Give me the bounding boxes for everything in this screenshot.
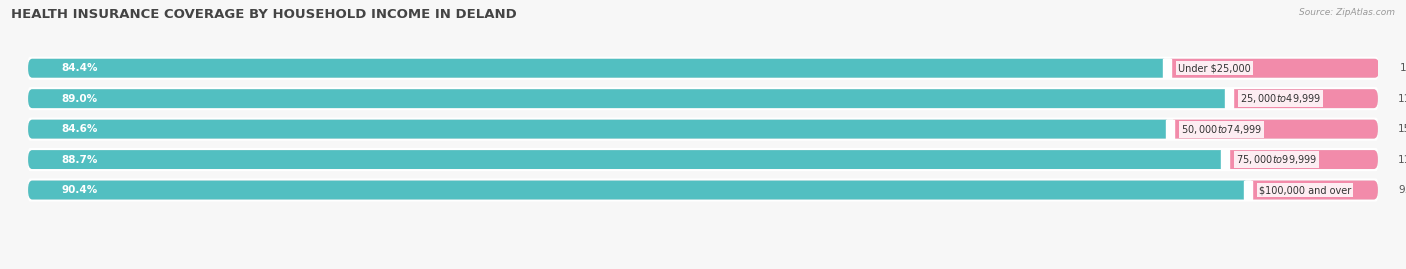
- FancyBboxPatch shape: [1226, 150, 1378, 169]
- FancyBboxPatch shape: [1229, 89, 1378, 108]
- FancyBboxPatch shape: [28, 120, 1378, 139]
- Text: $100,000 and over: $100,000 and over: [1260, 185, 1351, 195]
- Text: $75,000 to $99,999: $75,000 to $99,999: [1236, 153, 1317, 166]
- Text: 84.4%: 84.4%: [62, 63, 98, 73]
- FancyBboxPatch shape: [28, 150, 1226, 169]
- FancyBboxPatch shape: [28, 59, 1378, 78]
- FancyBboxPatch shape: [28, 180, 1378, 200]
- Text: $25,000 to $49,999: $25,000 to $49,999: [1240, 92, 1322, 105]
- FancyBboxPatch shape: [1167, 59, 1379, 78]
- Text: HEALTH INSURANCE COVERAGE BY HOUSEHOLD INCOME IN DELAND: HEALTH INSURANCE COVERAGE BY HOUSEHOLD I…: [11, 8, 517, 21]
- Text: 15.7%: 15.7%: [1399, 63, 1406, 73]
- FancyBboxPatch shape: [28, 59, 1167, 78]
- Text: 84.6%: 84.6%: [62, 124, 98, 134]
- Text: Under $25,000: Under $25,000: [1178, 63, 1251, 73]
- FancyBboxPatch shape: [1170, 120, 1378, 139]
- FancyBboxPatch shape: [28, 57, 1378, 80]
- FancyBboxPatch shape: [28, 150, 1378, 169]
- FancyBboxPatch shape: [1249, 180, 1378, 200]
- FancyBboxPatch shape: [28, 89, 1229, 108]
- FancyBboxPatch shape: [28, 148, 1378, 171]
- FancyBboxPatch shape: [28, 120, 1170, 139]
- FancyBboxPatch shape: [28, 89, 1378, 108]
- Text: 11.0%: 11.0%: [1398, 94, 1406, 104]
- FancyBboxPatch shape: [28, 87, 1378, 110]
- Text: $50,000 to $74,999: $50,000 to $74,999: [1181, 123, 1263, 136]
- Text: 9.6%: 9.6%: [1398, 185, 1406, 195]
- FancyBboxPatch shape: [28, 178, 1378, 201]
- Text: 90.4%: 90.4%: [62, 185, 98, 195]
- FancyBboxPatch shape: [28, 118, 1378, 141]
- Text: 11.3%: 11.3%: [1398, 155, 1406, 165]
- Text: Source: ZipAtlas.com: Source: ZipAtlas.com: [1299, 8, 1395, 17]
- FancyBboxPatch shape: [28, 180, 1249, 200]
- Text: 88.7%: 88.7%: [62, 155, 98, 165]
- Text: 89.0%: 89.0%: [62, 94, 98, 104]
- Text: 15.4%: 15.4%: [1398, 124, 1406, 134]
